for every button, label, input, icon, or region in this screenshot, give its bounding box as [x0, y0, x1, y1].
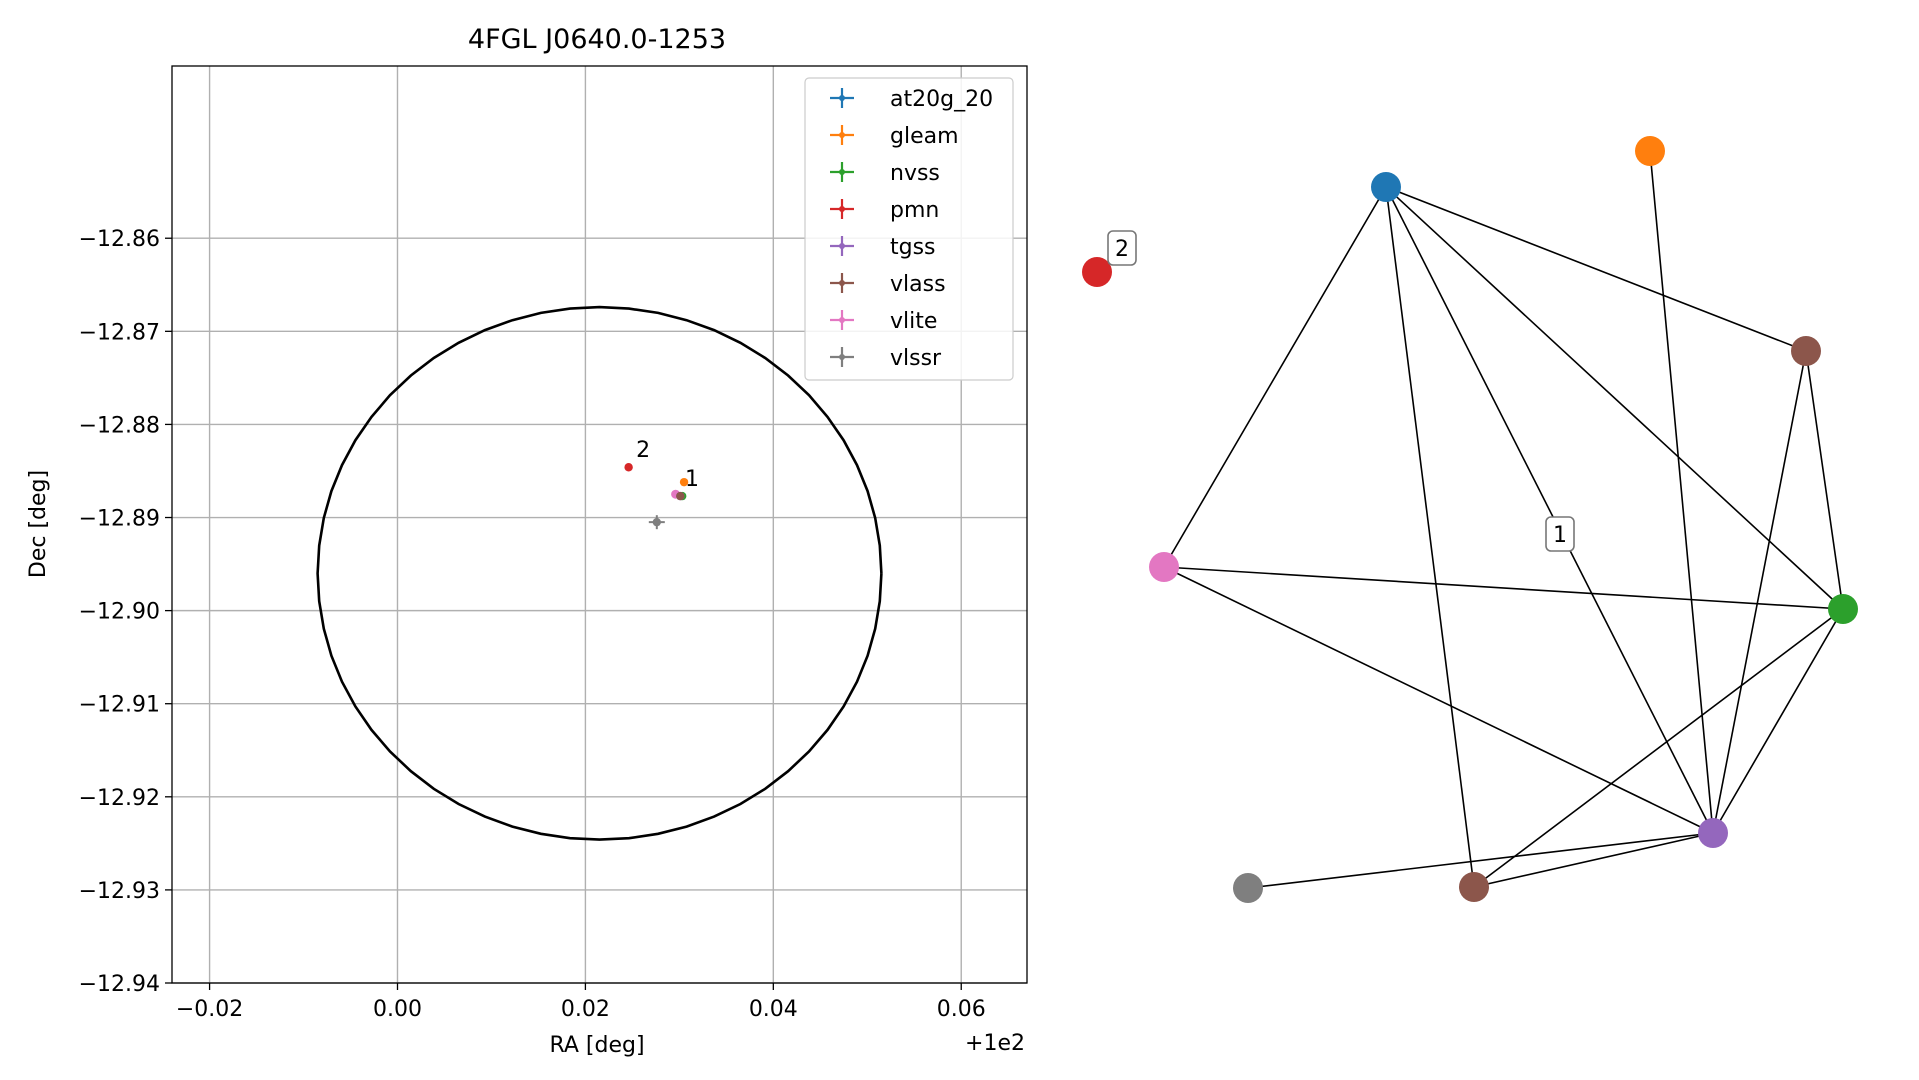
x-axis-label: RA [deg]	[549, 1033, 644, 1058]
graph-node-green	[1828, 594, 1858, 624]
legend-marker-dot	[839, 280, 845, 286]
graph-edge	[1163, 186, 1387, 568]
graph-edge	[1385, 186, 1844, 610]
scatter-chart: 4FGL J0640.0-1253 21 −0.02 0.00 0.02 0.04 0.…	[26, 24, 1028, 1058]
graph-edge	[1385, 186, 1714, 834]
graph-label-box	[1107, 230, 1137, 266]
graph-edge	[1805, 350, 1844, 610]
point-vlass	[676, 491, 685, 501]
y-tick-label: −12.90	[79, 600, 160, 625]
point-annotation: 1	[685, 467, 699, 492]
point-pmn	[624, 463, 633, 472]
x-tick-label: 0.02	[561, 997, 610, 1022]
legend-entry-vlssr: vlssr	[890, 346, 942, 371]
legend-marker-dot	[839, 132, 845, 138]
graph-edge	[1473, 608, 1844, 888]
graph-label: 1	[1553, 523, 1567, 548]
legend-marker-dot	[839, 169, 845, 175]
graph-edge	[1385, 186, 1475, 888]
graph-node-pink	[1149, 552, 1179, 582]
y-tick-label: −12.89	[79, 507, 160, 532]
graph-edge	[1712, 608, 1844, 834]
graph-node-brown_bottom	[1459, 872, 1489, 902]
graph-labels: 12	[1107, 230, 1575, 552]
graph-edge	[1473, 832, 1714, 888]
graph-node-brown_top	[1791, 336, 1821, 366]
legend-box	[804, 77, 1014, 381]
y-tick-label: −12.86	[79, 227, 160, 252]
legend-entry-gleam: gleam	[890, 124, 959, 149]
graph-edge	[1163, 566, 1844, 610]
graph-label: 2	[1115, 237, 1129, 262]
graph-node-purple	[1698, 818, 1728, 848]
y-tick-label: −12.88	[79, 413, 160, 438]
graph-label-box	[1545, 516, 1575, 552]
legend-entry-vlite: vlite	[890, 309, 937, 334]
graph-edge	[1385, 186, 1807, 352]
y-axis-label: Dec [deg]	[26, 470, 51, 578]
ellipse-outline	[316, 305, 883, 841]
graph-edge	[1163, 566, 1714, 834]
graph-nodes	[1082, 136, 1858, 903]
y-axis-ticks: −12.86 −12.87 −12.88 −12.89 −12.90 −12.91 −12.…	[79, 227, 172, 997]
chart-title: 4FGL J0640.0-1253	[468, 24, 726, 55]
x-tick-label: 0.04	[749, 997, 798, 1022]
graph-edge	[1649, 150, 1714, 834]
legend-entry-nvss: nvss	[890, 161, 940, 186]
graph-node-gray	[1233, 873, 1263, 903]
graph-edges	[1163, 150, 1844, 889]
x-tick-label: −0.02	[176, 997, 243, 1022]
network-graph: 12	[1082, 136, 1858, 903]
legend-entry-pmn: pmn	[890, 198, 939, 223]
point-annotation: 2	[636, 438, 650, 463]
graph-node-orange	[1635, 136, 1665, 166]
y-tick-label: −12.87	[79, 320, 160, 345]
x-tick-label: 0.00	[373, 997, 422, 1022]
graph-edge	[1712, 350, 1807, 834]
y-tick-label: −12.94	[79, 972, 160, 997]
graph-node-blue	[1371, 172, 1401, 202]
legend-marker-dot	[839, 243, 845, 249]
point-annotations: 21	[636, 438, 699, 492]
x-tick-label: 0.06	[937, 997, 986, 1022]
x-axis-ticks: −0.02 0.00 0.02 0.04 0.06	[176, 983, 986, 1022]
legend-entry-at20g_20: at20g_20	[890, 87, 993, 112]
legend-marker-dot	[839, 354, 845, 360]
point-vlssr	[652, 517, 662, 527]
legend-marker-dot	[839, 206, 845, 212]
y-tick-label: −12.92	[79, 786, 160, 811]
graph-edge	[1247, 832, 1714, 889]
point-gleam	[679, 477, 689, 487]
graph-node-red	[1082, 257, 1112, 287]
x-offset-label: +1e2	[965, 1031, 1025, 1056]
legend-marker-dot	[839, 317, 845, 323]
legend-entry-tgss: tgss	[890, 235, 936, 260]
source-points	[624, 463, 689, 530]
y-tick-label: −12.93	[79, 879, 160, 904]
y-tick-label: −12.91	[79, 693, 160, 718]
plot-frame	[171, 65, 1028, 984]
legend-entry-vlass: vlass	[890, 272, 946, 297]
legend-marker-dot	[839, 95, 845, 101]
uncertainty-ellipse	[316, 305, 883, 841]
